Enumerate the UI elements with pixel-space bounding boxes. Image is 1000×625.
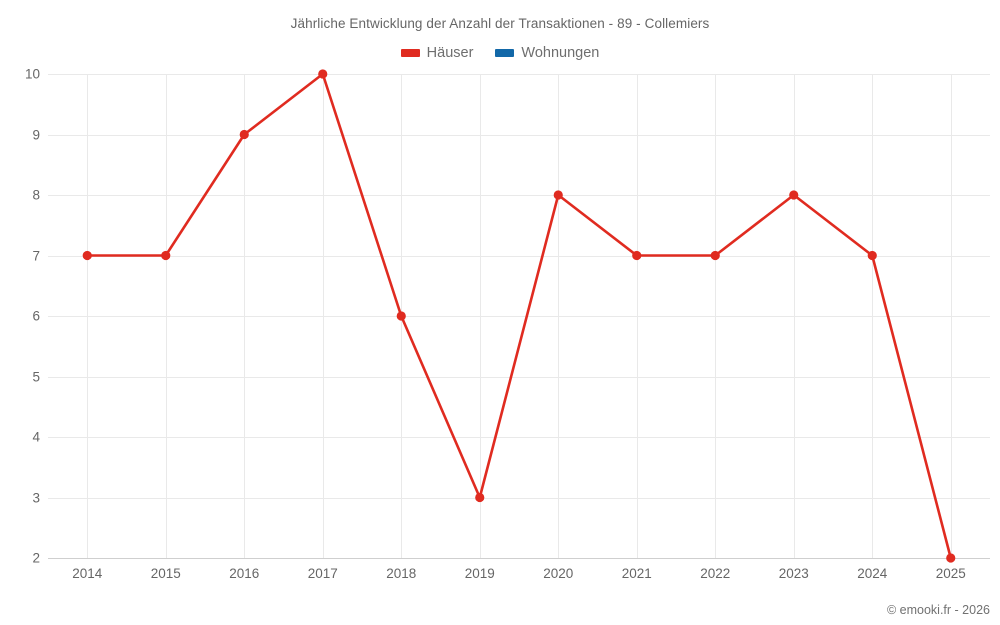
legend-swatch-icon xyxy=(495,49,515,57)
y-tick-label: 4 xyxy=(32,429,40,445)
data-point[interactable] xyxy=(550,187,566,203)
legend-label: Häuser xyxy=(426,45,474,61)
data-point[interactable] xyxy=(864,248,880,264)
plot-area xyxy=(48,74,990,559)
data-point[interactable] xyxy=(943,550,959,566)
gridline-horizontal xyxy=(48,376,990,378)
x-tick-label: 2025 xyxy=(935,566,966,581)
x-tick-label: 2021 xyxy=(621,566,652,581)
data-point[interactable] xyxy=(393,308,409,324)
gridline-vertical xyxy=(558,74,560,558)
y-tick-label: 8 xyxy=(32,187,40,203)
gridline-horizontal xyxy=(48,74,990,75)
x-tick-label: 2019 xyxy=(464,566,495,581)
gridline-horizontal xyxy=(48,316,990,317)
gridline-vertical xyxy=(872,74,874,558)
gridline-vertical xyxy=(636,74,638,558)
data-point[interactable] xyxy=(236,127,252,143)
data-point[interactable] xyxy=(79,248,95,264)
y-tick-label: 3 xyxy=(32,490,40,505)
y-tick-label: 10 xyxy=(24,66,40,82)
data-point[interactable] xyxy=(158,248,174,264)
data-point[interactable] xyxy=(786,187,802,203)
y-tick-label: 9 xyxy=(32,127,40,142)
x-tick-label: 2020 xyxy=(543,566,574,581)
legend-item-1[interactable]: Häuser xyxy=(400,45,474,61)
x-tick-label: 2014 xyxy=(72,566,103,581)
x-tick-label: 2018 xyxy=(386,566,417,581)
gridline-horizontal xyxy=(48,195,990,196)
credit-footer: © emooki.fr - 2026 xyxy=(886,603,990,617)
gridline-vertical xyxy=(479,74,481,558)
gridline-vertical xyxy=(950,74,952,558)
gridline-vertical xyxy=(715,74,717,558)
y-tick-label: 6 xyxy=(32,308,40,324)
data-point[interactable] xyxy=(629,248,645,264)
y-axis-tick-labels: 2 3 4 5 6 7 8 9 10 xyxy=(0,0,40,625)
gridline-vertical xyxy=(165,74,167,558)
legend-label: Wohnungen xyxy=(521,45,600,61)
data-point[interactable] xyxy=(707,248,723,264)
legend-swatch-icon xyxy=(400,49,420,57)
x-tick-label: 2017 xyxy=(307,566,338,581)
x-tick-label: 2015 xyxy=(150,566,181,581)
y-tick-label: 7 xyxy=(32,248,40,263)
gridline-vertical xyxy=(322,74,324,558)
gridline-vertical xyxy=(87,74,89,558)
gridline-vertical xyxy=(244,74,246,558)
gridline-horizontal xyxy=(48,134,990,136)
gridline-horizontal xyxy=(48,437,990,438)
gridline-horizontal xyxy=(48,497,990,499)
x-tick-label: 2023 xyxy=(778,566,809,581)
x-tick-label: 2016 xyxy=(229,566,260,581)
gridline-vertical xyxy=(793,74,795,558)
y-tick-label: 2 xyxy=(32,550,40,566)
x-tick-label: 2024 xyxy=(857,566,888,581)
y-tick-label: 5 xyxy=(32,369,40,384)
gridline-horizontal xyxy=(48,255,990,257)
x-tick-label: 2022 xyxy=(700,566,731,581)
chart-title: Jährliche Entwicklung der Anzahl der Tra… xyxy=(290,16,710,31)
data-point[interactable] xyxy=(315,66,331,82)
x-axis-line xyxy=(48,558,990,559)
chart-legend: Häuser Wohnungen xyxy=(0,45,1000,61)
legend-item-2[interactable]: Wohnungen xyxy=(495,45,599,61)
data-point[interactable] xyxy=(472,490,488,506)
